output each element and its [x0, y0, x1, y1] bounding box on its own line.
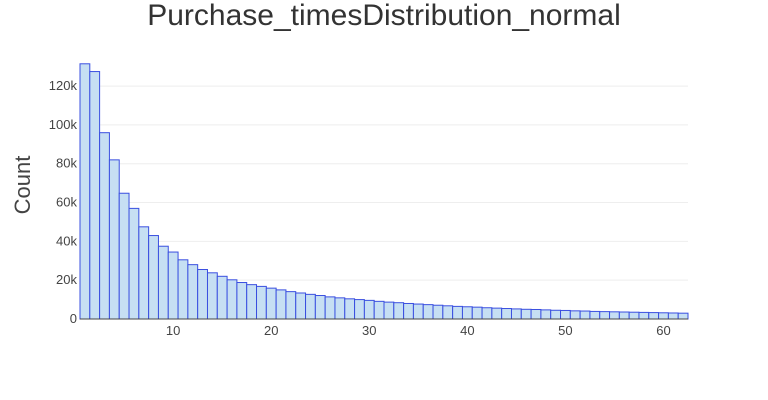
histogram-bar [501, 308, 512, 320]
x-tick-label: 30 [362, 323, 376, 338]
histogram-bar [422, 304, 434, 320]
histogram-bar [216, 275, 228, 320]
histogram-bar [275, 289, 287, 320]
histogram-bar [510, 308, 522, 320]
histogram-bar [138, 226, 150, 320]
y-tick-label: 20k [56, 272, 77, 287]
histogram-bar [628, 311, 640, 320]
histogram-bar [658, 312, 669, 320]
y-axis-label: Count [10, 156, 35, 215]
histogram-bar [452, 305, 463, 320]
histogram-bar [305, 293, 316, 320]
histogram-bar [648, 312, 660, 320]
y-tick-label: 0 [70, 311, 77, 326]
histogram-bar [599, 311, 611, 320]
histogram-bar [412, 303, 424, 320]
histogram-bar [265, 287, 277, 320]
histogram-bar [177, 259, 189, 320]
histogram-bar [618, 311, 630, 320]
histogram-bar [128, 207, 140, 320]
histogram-bar [167, 251, 179, 320]
histogram-bar [461, 306, 473, 320]
histogram-bar [118, 192, 130, 320]
y-tick-label: 100k [49, 117, 78, 132]
histogram-bar [550, 309, 562, 320]
histogram-bar [197, 269, 208, 320]
x-tick-label: 20 [264, 323, 278, 338]
histogram-bar [79, 63, 91, 320]
histogram-bar [148, 235, 159, 320]
grid-layer [80, 85, 688, 281]
histogram-bar [530, 308, 542, 320]
axis-layer: 0 20k 40k 60k 80k 100k 120k 10 20 30 40 50 60 [49, 78, 688, 338]
histogram-bar [246, 284, 258, 320]
y-tick-label: 60k [56, 195, 77, 210]
histogram-bar [481, 307, 493, 320]
histogram-bar [256, 285, 267, 320]
histogram-bar [295, 292, 307, 320]
histogram-bar [540, 309, 552, 320]
x-tick-label: 10 [166, 323, 180, 338]
histogram-bar [403, 302, 414, 320]
histogram-bar [206, 272, 218, 320]
histogram-bar [236, 282, 248, 320]
histogram-bar [324, 296, 336, 320]
histogram-bar [354, 299, 365, 320]
histogram-bar [579, 310, 591, 320]
histogram-bar [471, 306, 483, 320]
histogram-bar [569, 310, 581, 320]
histogram-bar [491, 307, 503, 320]
histogram-bar [314, 295, 326, 320]
histogram-bar [383, 301, 395, 320]
histogram-bar [89, 71, 101, 320]
chart-title: Purchase_timesDistribution_normal [147, 0, 621, 32]
histogram-bar [560, 309, 571, 320]
histogram-bar [638, 311, 650, 320]
histogram-bar [667, 312, 679, 320]
histogram-bar [108, 159, 120, 320]
histogram-bar [393, 302, 405, 320]
histogram-bar [157, 245, 169, 320]
histogram-bar [99, 132, 110, 320]
y-tick-label: 120k [49, 78, 78, 93]
x-tick-label: 50 [558, 323, 572, 338]
histogram-bar [589, 310, 601, 320]
histogram-bar [432, 304, 444, 320]
histogram-bar [363, 299, 375, 320]
y-tick-label: 40k [56, 233, 77, 248]
histogram-bar [334, 297, 346, 320]
y-tick-label: 80k [56, 156, 77, 171]
histogram-bar [442, 305, 454, 320]
histogram-bar [344, 298, 356, 320]
histogram-bar [373, 300, 385, 320]
x-tick-label: 40 [460, 323, 474, 338]
histogram-bar [285, 291, 297, 320]
histogram-bar [520, 308, 532, 320]
histogram-bar [226, 279, 238, 320]
histogram-bar [187, 264, 199, 320]
bar-layer [79, 63, 689, 320]
histogram-bar [609, 311, 620, 320]
x-tick-label: 60 [656, 323, 670, 338]
histogram-bar [677, 312, 689, 320]
